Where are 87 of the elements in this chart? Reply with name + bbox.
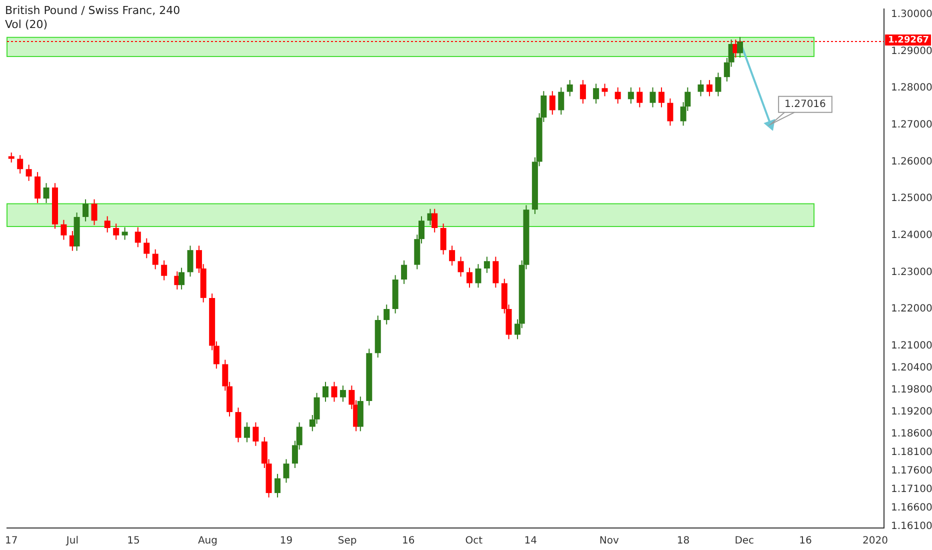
candlestick [401,260,408,284]
candlestick [26,164,32,182]
candlestick [492,256,499,288]
candlestick [43,182,50,204]
candlestick [658,86,664,108]
candlestick [602,83,608,97]
x-tick-label: 18 [676,536,690,547]
y-tick-label: 1.21000 [891,340,932,352]
candlestick [274,473,281,498]
y-tick-label: 1.23000 [891,266,932,278]
x-tick-label: 17 [4,536,18,547]
y-tick-label: 1.28000 [891,82,932,94]
x-tick-label: Jul [65,536,78,547]
candlestick [331,381,338,402]
candlestick [104,216,110,233]
candlestick [161,260,168,281]
candlestick [134,226,141,248]
y-tick-label: 1.17600 [891,466,932,477]
y-tick-label: 1.27000 [891,120,932,131]
y-tick-label: 1.20400 [891,362,932,374]
annotation: 1.27016 [784,98,826,110]
candlestick [322,381,329,402]
y-tick-label: 1.19800 [891,384,932,396]
y-tick-label: 1.26000 [891,156,932,168]
y-tick-label: 1.18100 [891,447,932,458]
candlestick [549,90,556,116]
candlestick [566,80,573,97]
candlestick [60,219,67,240]
x-tick-label: 16 [402,536,415,547]
candlestick [440,223,446,256]
y-tick-label: 1.29000 [891,46,932,57]
candlestick [706,80,712,97]
candlestick [8,152,14,163]
candlestick [715,72,722,97]
candlestick [34,172,41,204]
x-tick-label: 16 [799,536,812,547]
y-tick-label: 1.18600 [891,428,932,440]
candlestick [122,226,128,240]
candlestick [580,80,586,104]
candlestick [737,36,744,58]
text: Vol (20) [5,18,48,32]
y-tick-label: 1.30000 [891,9,932,20]
x-tick-label: Nov [599,536,619,547]
candlestick [144,238,150,259]
candlestick [614,86,621,104]
candlestick [698,80,704,97]
candlestick [593,83,600,104]
candlestick [152,248,158,270]
y-tick-label: 1.16600 [891,502,932,514]
candlestick [558,86,564,116]
x-tick-label: 15 [127,536,140,547]
candlestick [475,264,482,288]
candlestick [283,458,290,484]
candlestick [340,385,346,402]
candlestick [244,422,250,443]
candlestick [432,208,438,233]
x-tick-label: Aug [198,536,218,547]
candlestick [667,98,674,126]
candlestick [82,198,89,222]
x-tick-label: 14 [524,536,537,547]
candlestick [178,267,185,290]
y-tick-label: 1.24000 [891,230,932,241]
candlestick [484,256,490,274]
ref-line-label: 1.29267 [888,35,929,46]
candlestick [252,422,259,446]
candlestick [384,304,390,325]
candlestick [636,86,643,108]
candlestick [628,86,634,104]
candlestick [91,198,98,226]
x-tick-label: Oct [465,536,483,547]
y-tick-label: 1.22000 [891,304,932,315]
candlestick [466,267,472,288]
x-tick-label: Dec [734,536,754,547]
x-tick-label: 19 [280,536,293,547]
chart-title: British Pound / Swiss Franc, 240 [5,4,180,18]
y-tick-label: 1.16100 [891,520,932,532]
candlestick [458,256,464,278]
y-tick-label: 1.19200 [891,406,932,418]
candlestick [187,245,194,278]
x-tick-label: Sep [338,536,357,547]
candlestick [449,245,456,266]
candlestick [17,154,24,174]
y-tick-label: 1.25000 [891,193,932,204]
candlestick [113,223,120,240]
candlestick [650,86,656,108]
x-tick-label: 2020 [862,536,888,547]
y-tick-label: 1.17100 [891,484,932,495]
